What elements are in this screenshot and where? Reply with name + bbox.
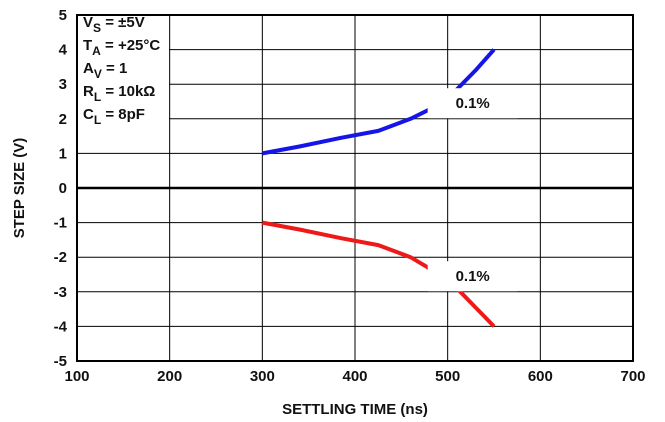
x-tick-label: 500 bbox=[435, 368, 460, 385]
annotations: 0.1% 0.1% bbox=[427, 88, 518, 292]
plot-frame bbox=[76, 14, 634, 362]
annotation-background bbox=[427, 261, 518, 292]
condition-line: AV = 1 bbox=[83, 60, 127, 81]
y-tick-labels: 5 4 3 2 1 0 -1 -2 -3 -4 -5 bbox=[54, 7, 68, 370]
y-tick-label: -1 bbox=[54, 215, 67, 232]
y-tick-label: -2 bbox=[54, 249, 67, 266]
x-axis-title: SETTLING TIME (ns) bbox=[282, 401, 428, 418]
y-tick-label: 3 bbox=[59, 76, 67, 93]
condition-line: RL = 10kΩ bbox=[83, 83, 155, 104]
y-axis-title: STEP SIZE (V) bbox=[11, 138, 28, 239]
annotation-label: 0.1% bbox=[456, 268, 490, 285]
y-tick-label: 4 bbox=[59, 42, 68, 59]
y-tick-label: -3 bbox=[54, 284, 67, 301]
series-line-1 bbox=[261, 48, 496, 156]
y-tick-label: -5 bbox=[54, 353, 67, 370]
plot-border bbox=[76, 14, 634, 362]
y-tick-label: 1 bbox=[59, 145, 67, 162]
y-tick-label: 5 bbox=[59, 7, 67, 24]
series-line-2 bbox=[261, 220, 496, 328]
x-tick-label: 700 bbox=[620, 368, 645, 385]
x-tick-label: 100 bbox=[64, 368, 89, 385]
y-tick-label: 0 bbox=[59, 180, 67, 197]
condition-line: VS = ±5V bbox=[83, 14, 145, 35]
x-tick-label: 600 bbox=[528, 368, 553, 385]
annotation-label: 0.1% bbox=[456, 95, 490, 112]
x-tick-label: 400 bbox=[342, 368, 367, 385]
conditions-background bbox=[78, 16, 169, 143]
x-tick-labels: 100 200 300 400 500 600 700 bbox=[64, 368, 645, 385]
y-tick-label: 2 bbox=[59, 111, 67, 128]
series-layer bbox=[261, 48, 496, 328]
x-tick-label: 200 bbox=[157, 368, 182, 385]
annotation-background bbox=[427, 88, 518, 119]
condition-line: CL = 8pF bbox=[83, 106, 145, 127]
y-tick-label: -4 bbox=[54, 318, 68, 335]
condition-line: TA = +25°C bbox=[83, 37, 160, 58]
x-tick-label: 300 bbox=[250, 368, 275, 385]
